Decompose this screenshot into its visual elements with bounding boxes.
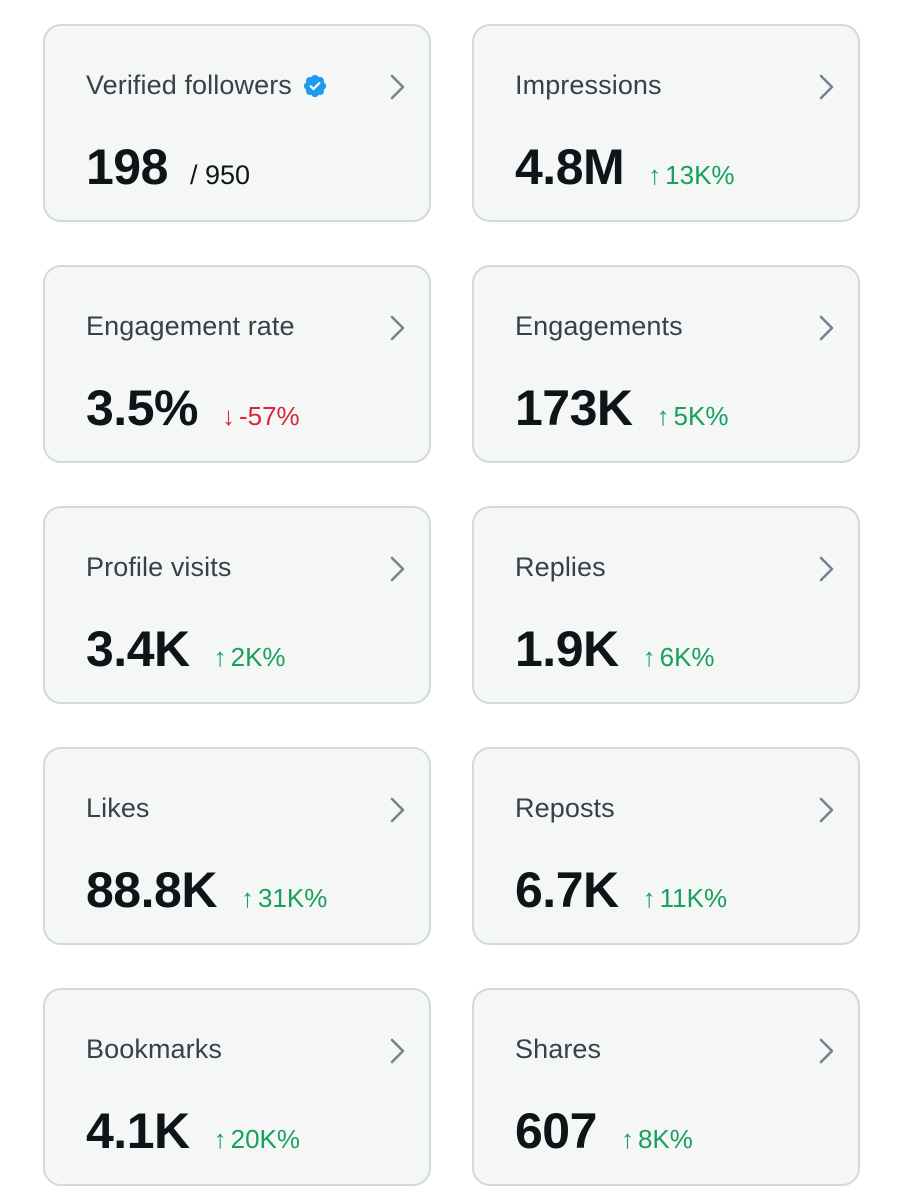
chevron-right-icon [390,74,405,100]
card-delta: ↑ 6K% [643,642,715,673]
card-delta: ↓ -57% [222,401,300,432]
card-value: 4.8M [515,139,625,195]
delta-value: -57% [238,401,300,431]
delta-value: 5K% [673,401,729,431]
metric-card-engagements[interactable]: Engagements 173K ↑ 5K% [472,265,860,463]
arrow-up-icon: ↑ [642,642,656,672]
card-value: 198 [86,139,168,195]
card-title: Impressions [515,70,662,100]
card-value: 173K [515,380,633,436]
card-title: Reposts [515,793,615,823]
delta-value: 6K% [659,642,715,672]
card-value-row: 1.9K ↑ 6K% [515,620,715,678]
card-title: Verified followers [86,70,292,100]
arrow-up-icon: ↑ [620,1124,634,1154]
metric-card-likes[interactable]: Likes 88.8K ↑ 31K% [43,747,431,945]
delta-value: 31K% [257,883,328,913]
metric-card-reposts[interactable]: Reposts 6.7K ↑ 11K% [472,747,860,945]
chevron-right-icon [819,315,834,341]
arrow-up-icon: ↑ [648,160,662,190]
card-delta: ↑ 5K% [657,401,729,432]
card-title: Engagement rate [86,311,295,341]
card-delta: ↑ 11K% [643,883,727,914]
chevron-right-icon [819,797,834,823]
metric-card-bookmarks[interactable]: Bookmarks 4.1K ↑ 20K% [43,988,431,1186]
card-title: Profile visits [86,552,232,582]
card-value: 1.9K [515,621,619,677]
card-title: Bookmarks [86,1034,222,1064]
metric-card-profile-visits[interactable]: Profile visits 3.4K ↑ 2K% [43,506,431,704]
card-value-row: 88.8K ↑ 31K% [86,861,327,919]
card-delta: ↑ 2K% [214,642,286,673]
chevron-right-icon [819,74,834,100]
card-title: Replies [515,552,606,582]
card-value: 607 [515,1103,597,1159]
chevron-right-icon [390,556,405,582]
chevron-right-icon [390,315,405,341]
arrow-up-icon: ↑ [656,401,670,431]
delta-value: 8K% [637,1124,693,1154]
card-title-row: Verified followers [86,70,328,101]
chevron-right-icon [819,556,834,582]
arrow-up-icon: ↑ [213,1124,227,1154]
metric-card-shares[interactable]: Shares 607 ↑ 8K% [472,988,860,1186]
metric-card-impressions[interactable]: Impressions 4.8M ↑ 13K% [472,24,860,222]
card-title: Engagements [515,311,683,341]
card-value-row: 3.4K ↑ 2K% [86,620,286,678]
card-value-row: 198 / 950 [86,138,250,196]
card-value: 88.8K [86,862,217,918]
arrow-down-icon: ↓ [221,401,235,431]
delta-value: 20K% [230,1124,301,1154]
card-title: Shares [515,1034,602,1064]
metric-card-engagement-rate[interactable]: Engagement rate 3.5% ↓ -57% [43,265,431,463]
card-delta: ↑ 8K% [621,1124,693,1155]
card-value-row: 6.7K ↑ 11K% [515,861,727,919]
card-value: 4.1K [86,1103,190,1159]
chevron-right-icon [819,1038,834,1064]
card-value: 3.4K [86,621,190,677]
arrow-up-icon: ↑ [213,642,227,672]
card-delta: ↑ 13K% [648,160,734,191]
card-title: Likes [86,793,150,823]
metric-card-verified-followers[interactable]: Verified followers 198 / 950 [43,24,431,222]
chevron-right-icon [390,797,405,823]
card-value: 6.7K [515,862,619,918]
arrow-up-icon: ↑ [642,883,656,913]
card-delta: ↑ 31K% [241,883,327,914]
analytics-metrics-grid: Verified followers 198 / 950 Impressions… [43,24,860,1186]
card-value-row: 4.8M ↑ 13K% [515,138,735,196]
card-value-row: 607 ↑ 8K% [515,1102,693,1160]
card-value-row: 3.5% ↓ -57% [86,379,300,437]
card-value: 3.5% [86,380,198,436]
card-delta: ↑ 20K% [214,1124,300,1155]
arrow-up-icon: ↑ [240,883,254,913]
delta-value: 13K% [665,160,735,190]
card-value-row: 4.1K ↑ 20K% [86,1102,300,1160]
delta-value: 11K% [659,883,728,913]
verified-badge-icon [303,74,327,97]
metric-card-replies[interactable]: Replies 1.9K ↑ 6K% [472,506,860,704]
card-total: / 950 [189,160,250,190]
chevron-right-icon [390,1038,405,1064]
delta-value: 2K% [230,642,286,672]
card-value-row: 173K ↑ 5K% [515,379,728,437]
